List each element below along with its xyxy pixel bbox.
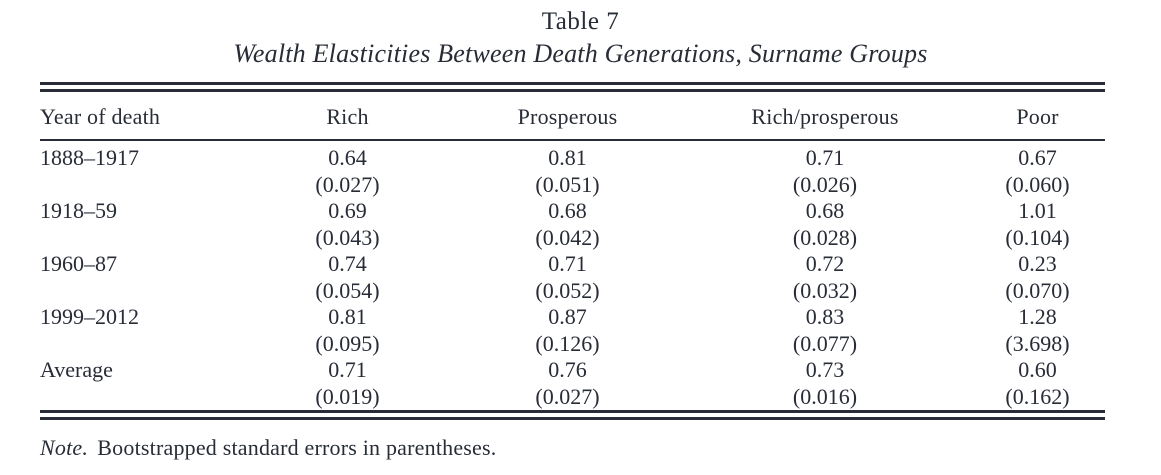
cell-standard-error: (0.095) <box>315 330 380 356</box>
table-header: Year of death Rich Prosperous Rich/prosp… <box>40 92 1105 141</box>
table-title: Table 7 <box>541 8 620 35</box>
table-row-standard-errors: (0.054) (0.052) (0.032) (0.070) <box>40 278 1105 305</box>
table-note: Note. Bootstrapped standard errors in par… <box>40 435 1105 461</box>
row-label-empty <box>40 331 240 358</box>
table-row-standard-errors: (0.043) (0.042) (0.028) (0.104) <box>40 225 1105 252</box>
cell-value: 0.73 <box>805 357 845 382</box>
table-row-values: 1960–87 0.74 0.71 0.72 0.23 <box>40 251 1105 278</box>
col-header-prosperous: Prosperous <box>455 92 680 141</box>
cell-value: 0.74 <box>328 251 367 276</box>
cell-standard-error: (0.042) <box>535 224 600 250</box>
table-row-standard-errors: (0.027) (0.051) (0.026) (0.060) <box>40 172 1105 199</box>
cell-standard-error: (0.126) <box>535 330 600 356</box>
row-label: 1960–87 <box>40 251 117 276</box>
cell-standard-error: (0.043) <box>315 224 380 250</box>
cell-value: 0.83 <box>805 304 845 329</box>
bottom-double-rule <box>40 410 1105 420</box>
cell-value: 1.28 <box>1018 304 1057 329</box>
cell-standard-error: (0.162) <box>1005 383 1070 409</box>
cell-standard-error: (0.104) <box>1005 224 1070 250</box>
cell-standard-error: (0.052) <box>535 277 600 303</box>
table-body: 1888–1917 0.64 0.81 0.71 0.67 (0.027) (0.051)(… <box>40 140 1105 410</box>
row-label: 1918–59 <box>40 198 117 223</box>
cell-value: 0.68 <box>548 198 587 223</box>
row-label-empty <box>40 278 240 305</box>
note-prefix: Note. <box>40 435 89 460</box>
cell-value: 0.81 <box>548 145 587 170</box>
col-header-rich: Rich <box>240 92 455 141</box>
table-row-values: 1918–59 0.69 0.68 0.68 1.01 <box>40 198 1105 225</box>
cell-value: 0.71 <box>328 357 367 382</box>
cell-value: 0.71 <box>548 251 587 276</box>
cell-value: 0.72 <box>805 251 845 276</box>
top-double-rule <box>40 82 1105 92</box>
table-row-standard-errors: (0.095) (0.126) (0.077) (3.698) <box>40 331 1105 358</box>
cell-value: 0.76 <box>548 357 587 382</box>
table-container: Year of death Rich Prosperous Rich/prosp… <box>40 82 1105 461</box>
cell-standard-error: (0.051) <box>535 171 600 197</box>
cell-value: 0.71 <box>805 145 845 170</box>
cell-standard-error: (3.698) <box>1005 330 1070 356</box>
cell-standard-error: (0.070) <box>1005 277 1070 303</box>
cell-standard-error: (0.016) <box>792 383 858 409</box>
cell-value: 1.01 <box>1018 198 1057 223</box>
cell-value: 0.69 <box>328 198 367 223</box>
cell-standard-error: (0.027) <box>315 171 380 197</box>
table-subtitle: Wealth Elasticities Between Death Genera… <box>233 39 928 68</box>
table-row-standard-errors: (0.019) (0.027) (0.016) (0.162) <box>40 384 1105 411</box>
row-label-empty <box>40 172 240 199</box>
note-text: Bootstrapped standard errors in parenthe… <box>97 435 497 460</box>
table-row-values: 1888–1917 0.64 0.81 0.71 0.67 <box>40 140 1105 172</box>
cell-standard-error: (0.054) <box>315 277 380 303</box>
col-header-poor: Poor <box>970 92 1105 141</box>
cell-standard-error: (0.026) <box>792 171 858 197</box>
header-row: Year of death Rich Prosperous Rich/prosp… <box>40 92 1105 141</box>
row-label-empty <box>40 384 240 411</box>
col-header-year-of-death: Year of death <box>40 92 240 141</box>
cell-value: 0.67 <box>1018 145 1057 170</box>
cell-standard-error: (0.077) <box>792 330 858 356</box>
row-label: Average <box>40 357 113 382</box>
cell-standard-error: (0.032) <box>792 277 858 303</box>
cell-standard-error: (0.028) <box>792 224 858 250</box>
row-label-empty <box>40 225 240 252</box>
cell-value: 0.64 <box>328 145 367 170</box>
table-row-values: Average 0.71 0.76 0.73 0.60 <box>40 357 1105 384</box>
row-label: 1999–2012 <box>40 304 139 329</box>
row-label: 1888–1917 <box>40 145 139 170</box>
cell-value: 0.23 <box>1018 251 1057 276</box>
cell-value: 0.81 <box>328 304 367 329</box>
cell-value: 0.60 <box>1018 357 1057 382</box>
cell-value: 0.68 <box>805 198 845 223</box>
table-row-values: 1999–2012 0.81 0.87 0.83 1.28 <box>40 304 1105 331</box>
cell-standard-error: (0.019) <box>315 383 380 409</box>
cell-standard-error: (0.060) <box>1005 171 1070 197</box>
elasticity-table: Year of death Rich Prosperous Rich/prosp… <box>40 92 1105 410</box>
col-header-rich-prosperous: Rich/prosperous <box>680 92 970 141</box>
cell-value: 0.87 <box>548 304 587 329</box>
cell-standard-error: (0.027) <box>535 383 600 409</box>
